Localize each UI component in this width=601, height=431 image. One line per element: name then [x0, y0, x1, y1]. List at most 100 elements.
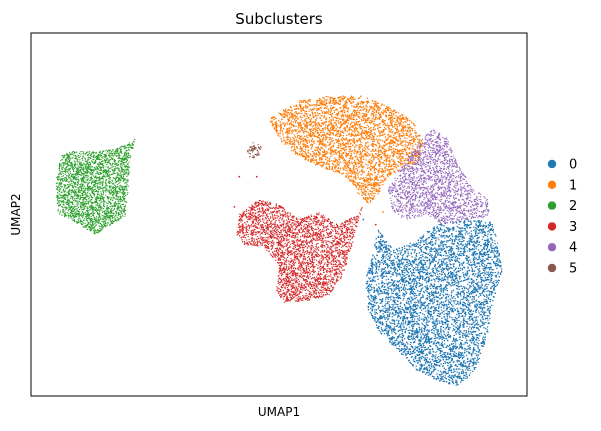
- scatter-point: [469, 296, 471, 298]
- scatter-point: [449, 352, 452, 354]
- scatter-point: [463, 287, 466, 290]
- scatter-point: [420, 290, 423, 292]
- scatter-point: [386, 244, 388, 246]
- scatter-point: [459, 267, 462, 269]
- scatter-point: [477, 310, 479, 312]
- scatter-point: [397, 281, 399, 283]
- scatter-point: [454, 297, 456, 300]
- scatter-point: [453, 251, 455, 253]
- scatter-point: [444, 289, 447, 291]
- scatter-point: [461, 358, 464, 360]
- scatter-point: [372, 263, 375, 265]
- scatter-point: [434, 337, 436, 340]
- scatter-point: [374, 261, 376, 263]
- scatter-point: [474, 229, 476, 231]
- scatter-point: [413, 314, 415, 316]
- scatter-point: [390, 262, 392, 264]
- scatter-point: [370, 277, 372, 279]
- scatter-point: [405, 265, 408, 268]
- scatter-point: [433, 299, 436, 301]
- scatter-point: [462, 379, 464, 382]
- scatter-point: [432, 365, 434, 367]
- scatter-point: [448, 294, 450, 296]
- scatter-point: [455, 230, 457, 232]
- scatter-point: [414, 257, 416, 259]
- scatter-point: [400, 250, 403, 252]
- scatter-point: [448, 314, 450, 316]
- scatter-point: [492, 245, 494, 247]
- scatter-point: [432, 278, 435, 280]
- scatter-point: [459, 292, 461, 294]
- scatter-point: [473, 298, 475, 300]
- scatter-point: [411, 318, 413, 320]
- scatter-point: [422, 239, 424, 242]
- scatter-point: [412, 308, 414, 310]
- scatter-point: [382, 263, 385, 266]
- scatter-point: [464, 333, 466, 335]
- scatter-point: [484, 332, 486, 334]
- scatter-point: [400, 308, 402, 311]
- scatter-point: [465, 369, 467, 371]
- scatter-point: [468, 275, 470, 277]
- scatter-point: [401, 283, 403, 286]
- scatter-point: [464, 349, 466, 352]
- scatter-point: [390, 325, 392, 327]
- scatter-point: [441, 225, 443, 227]
- scatter-point: [386, 297, 388, 299]
- chart-title: Subclusters: [235, 10, 323, 28]
- scatter-point: [369, 298, 371, 301]
- scatter-point: [435, 365, 437, 367]
- scatter-point: [400, 328, 403, 330]
- scatter-point: [454, 255, 457, 257]
- scatter-point: [496, 242, 499, 244]
- scatter-point: [420, 328, 422, 330]
- scatter-point: [445, 226, 448, 229]
- scatter-point: [399, 324, 402, 326]
- scatter-point: [455, 340, 457, 343]
- scatter-point: [460, 291, 462, 293]
- scatter-point: [400, 273, 402, 275]
- scatter-point: [451, 253, 453, 255]
- scatter-point: [462, 250, 464, 252]
- scatter-point: [463, 290, 465, 292]
- scatter-point: [380, 327, 383, 329]
- scatter-point: [402, 342, 405, 344]
- scatter-point: [406, 288, 409, 291]
- scatter-point: [496, 283, 499, 286]
- scatter-point: [466, 376, 469, 378]
- scatter-point: [458, 319, 460, 322]
- scatter-point: [447, 372, 449, 375]
- scatter-point: [475, 316, 478, 318]
- scatter-point: [389, 255, 392, 257]
- scatter-point: [450, 367, 452, 369]
- scatter-point: [439, 229, 441, 231]
- scatter-point: [426, 237, 428, 240]
- scatter-point: [389, 321, 391, 323]
- scatter-point: [481, 338, 484, 340]
- scatter-point: [403, 283, 406, 285]
- scatter-point: [490, 279, 493, 282]
- scatter-point: [429, 252, 431, 254]
- scatter-point: [474, 352, 476, 355]
- scatter-point: [475, 337, 478, 339]
- scatter-point: [383, 307, 385, 309]
- scatter-point: [472, 284, 475, 286]
- scatter-point: [487, 236, 489, 238]
- scatter-point: [437, 277, 439, 279]
- scatter-point: [418, 280, 420, 282]
- scatter-point: [500, 273, 502, 276]
- scatter-point: [477, 316, 479, 318]
- scatter-point: [416, 299, 419, 301]
- scatter-point: [488, 231, 491, 233]
- scatter-point: [481, 340, 484, 343]
- scatter-point: [492, 241, 494, 244]
- series-0-points: [365, 218, 503, 386]
- scatter-point: [470, 316, 473, 318]
- scatter-point: [476, 341, 478, 344]
- scatter-point: [474, 320, 476, 322]
- scatter-point: [472, 270, 474, 272]
- scatter-point: [409, 242, 411, 244]
- scatter-point: [386, 267, 389, 269]
- scatter-point: [483, 299, 485, 301]
- scatter-point: [382, 297, 384, 300]
